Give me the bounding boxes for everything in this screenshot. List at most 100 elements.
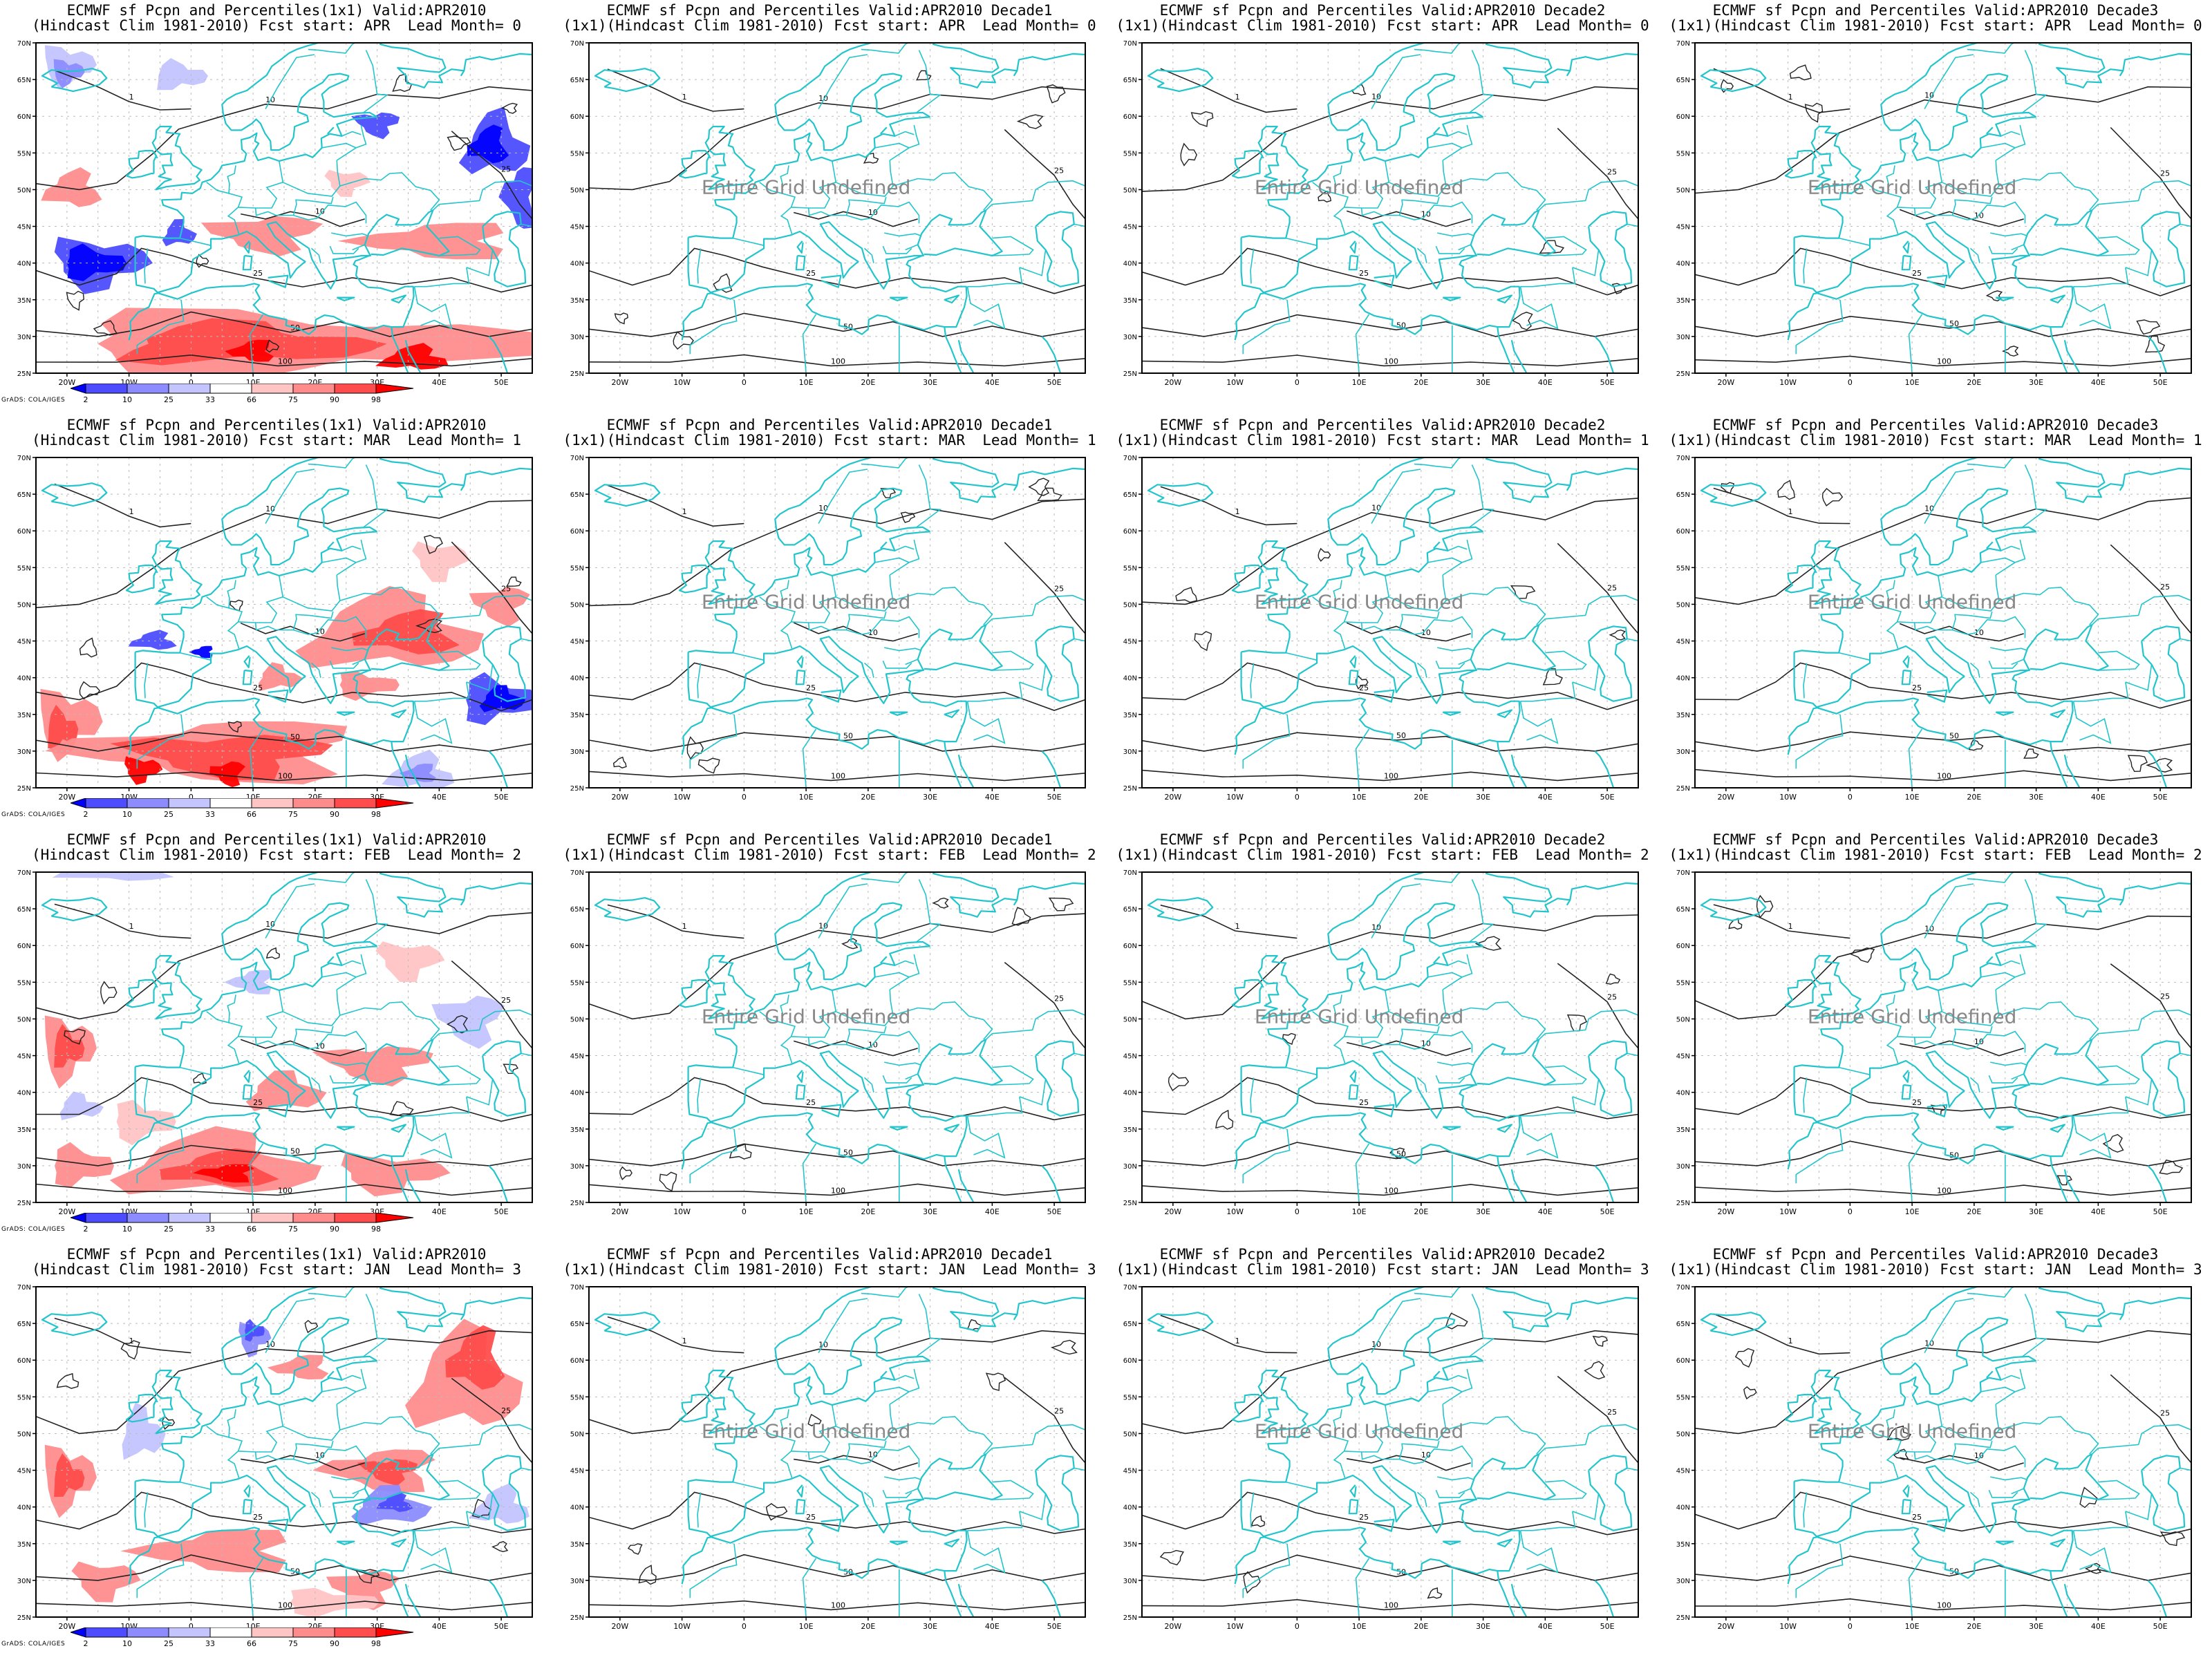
lat-tick-label: 35N	[1676, 297, 1690, 305]
contour-label: 10	[818, 921, 828, 930]
lat-tick-label: 50N	[1123, 1016, 1137, 1023]
panel-title-line2: (1x1)(Hindcast Clim 1981-2010) Fcst star…	[563, 432, 1096, 448]
contour-label: 50	[290, 1146, 300, 1155]
colorbar-label: 10	[122, 1639, 132, 1648]
percentile-area	[157, 58, 208, 91]
lat-tick-label: 45N	[1676, 1053, 1690, 1061]
contour-label: 1	[682, 93, 687, 102]
graticule	[1695, 457, 2191, 788]
percentile-area	[339, 670, 400, 701]
lat-tick-label: 70N	[570, 40, 584, 48]
map-panel-r0-c0: ECMWF sf Pcpn and Percentiles(1x1) Valid…	[0, 0, 553, 418]
lon-tick-label: 40E	[432, 1622, 447, 1631]
lat-tick-label: 25N	[1676, 1614, 1690, 1622]
map-panel-r3-c0: ECMWF sf Pcpn and Percentiles(1x1) Valid…	[0, 1244, 553, 1662]
grads-credit: GrADS: COLA/IGES	[1, 397, 66, 404]
coastlines	[1700, 43, 2191, 373]
plot-frame	[1694, 1286, 2192, 1618]
map-panel-r3-c1: ECMWF sf Pcpn and Percentiles Valid:APR2…	[553, 1244, 1106, 1662]
contour-label: 50	[290, 733, 300, 742]
lat-tick-label: 70N	[570, 1284, 584, 1292]
lat-tick-label: 70N	[1676, 1284, 1690, 1292]
lat-tick-label: 55N	[570, 565, 584, 572]
colorbar-swatch	[251, 798, 294, 809]
lat-tick-label: 65N	[1676, 906, 1690, 914]
lat-tick-label: 70N	[17, 455, 31, 462]
panel-title-line2: (1x1)(Hindcast Clim 1981-2010) Fcst star…	[1669, 432, 2202, 448]
lat-tick-label: 45N	[1123, 1468, 1137, 1475]
contour-label: 10	[868, 1451, 878, 1460]
lat-tick-label: 25N	[570, 1200, 584, 1207]
borders	[689, 1287, 1085, 1617]
panel-title-line2: (1x1)(Hindcast Clim 1981-2010) Fcst star…	[563, 1261, 1096, 1278]
lon-tick-label: 0	[189, 1207, 194, 1216]
contour-label: 10	[1974, 1451, 1984, 1460]
colorbar-swatch	[334, 1213, 377, 1223]
lon-tick-label: 30E	[2029, 1207, 2043, 1216]
contour-label: 25	[806, 683, 816, 692]
lon-tick-label: 10E	[1905, 1622, 1920, 1631]
map-panel-r3-c3: ECMWF sf Pcpn and Percentiles Valid:APR2…	[1659, 1244, 2212, 1662]
plot-frame	[1694, 871, 2192, 1203]
percentile-area	[59, 1091, 104, 1120]
lat-tick-label: 60N	[1676, 943, 1690, 950]
lat-tick-label: 45N	[570, 1053, 584, 1061]
undefined-grid-text: Entire Grid Undefined	[1255, 176, 1464, 198]
colorbar-label: 66	[247, 395, 256, 404]
borders	[1795, 1287, 2191, 1617]
lat-tick-label: 60N	[17, 528, 31, 536]
graticule	[36, 872, 532, 1202]
lat-tick-label: 70N	[1676, 869, 1690, 877]
lon-tick-label: 10W	[673, 378, 691, 387]
lat-tick-label: 30N	[570, 334, 584, 341]
lon-tick-label: 20W	[1717, 1207, 1734, 1216]
contour-label: 25	[501, 164, 511, 173]
lon-tick-label: 40E	[985, 1622, 1000, 1631]
lat-tick-label: 60N	[570, 943, 584, 950]
axis-labels: 20W 10W 0 10E 20E 30E 40E 50E 70N 65N 60N 55N 50N 45N…	[1123, 1284, 1615, 1631]
lon-tick-label: 50E	[2153, 793, 2168, 802]
lat-tick-label: 55N	[1123, 150, 1137, 158]
map-panel-r0-c2: ECMWF sf Pcpn and Percentiles Valid:APR2…	[1106, 0, 1659, 418]
contour-label: 25	[1054, 167, 1064, 176]
lon-tick-label: 20W	[58, 1207, 75, 1216]
colorbar-swatch	[85, 1213, 128, 1223]
panel-title-line2: (1x1)(Hindcast Clim 1981-2010) Fcst star…	[1116, 17, 1649, 34]
lon-tick-label: 20W	[1164, 378, 1181, 387]
contour-label: 25	[1359, 269, 1369, 278]
lat-tick-label: 35N	[17, 1541, 31, 1549]
lat-tick-label: 65N	[570, 906, 584, 914]
panel-title-line2: (1x1)(Hindcast Clim 1981-2010) Fcst star…	[1116, 847, 1649, 863]
contour-label: 10	[1974, 1037, 1984, 1046]
colorbar-swatch	[209, 1627, 252, 1638]
contour-label: 25	[806, 1098, 816, 1107]
lat-tick-label: 60N	[17, 1357, 31, 1365]
lon-tick-label: 20W	[1164, 1622, 1181, 1631]
contour-label: 1	[1788, 93, 1793, 102]
lat-tick-label: 50N	[17, 1016, 31, 1023]
lat-tick-label: 50N	[1123, 187, 1137, 194]
percentile-area	[128, 630, 177, 650]
contour-label: 100	[278, 357, 292, 366]
percentile-area	[122, 1402, 166, 1460]
colorbar-swatch	[126, 384, 169, 394]
coastlines	[594, 872, 1085, 1202]
contour-label: 50	[843, 1148, 853, 1157]
panel-title-line1: ECMWF sf Pcpn and Percentiles Valid:APR2…	[1159, 2, 1606, 19]
lon-tick-label: 10E	[1352, 1207, 1367, 1216]
lat-tick-label: 35N	[1123, 1126, 1137, 1134]
lat-tick-label: 35N	[1123, 1541, 1137, 1549]
lon-tick-label: 0	[1295, 1622, 1300, 1631]
colorbar-label: 75	[288, 1639, 298, 1648]
lat-tick-label: 25N	[1676, 1200, 1690, 1207]
plot-frame	[588, 457, 1086, 788]
plot-frame	[588, 42, 1086, 374]
